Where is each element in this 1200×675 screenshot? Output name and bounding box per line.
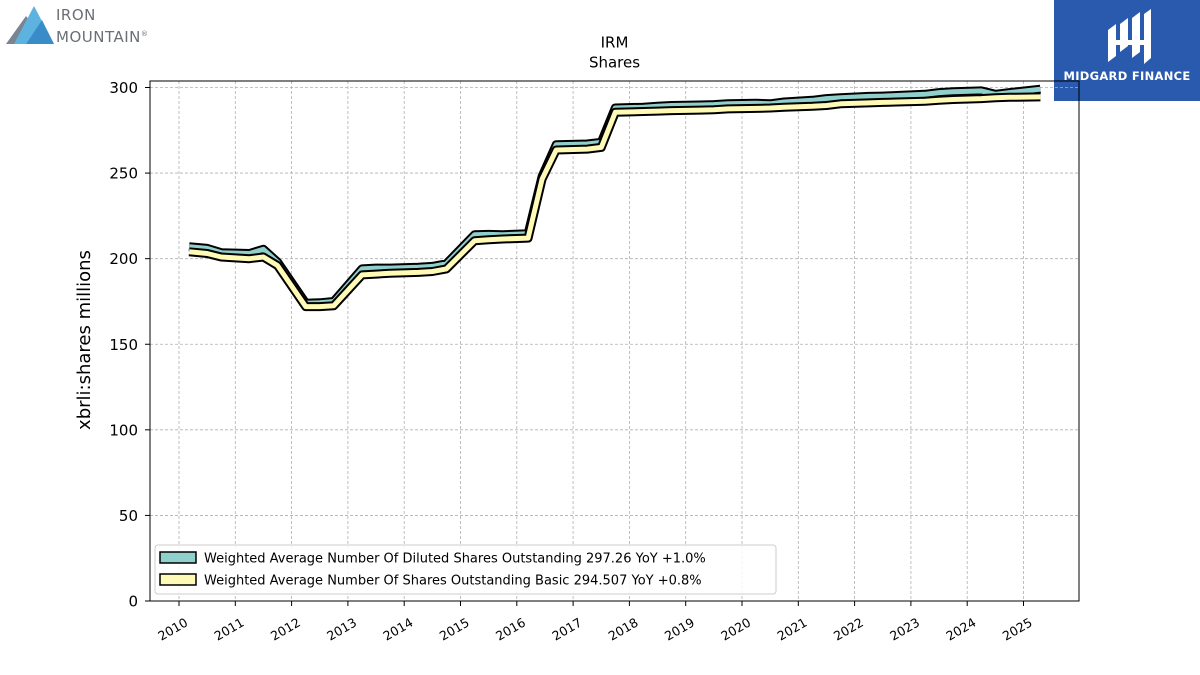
y-tick-label: 100 xyxy=(109,421,138,439)
x-tick-label: 2013 xyxy=(324,615,359,644)
midgard-mark-icon xyxy=(1108,9,1151,64)
legend-label-basic: Weighted Average Number Of Shares Outsta… xyxy=(204,574,702,589)
y-tick-label: 250 xyxy=(109,165,138,183)
x-tick-label: 2019 xyxy=(662,615,697,644)
x-tick-label: 2016 xyxy=(493,615,528,644)
x-tick-label: 2011 xyxy=(212,615,247,644)
chart-subtitle: Shares xyxy=(589,54,640,72)
plot-frame xyxy=(149,80,1080,602)
iron-mountain-logo: IRON MOUNTAIN® xyxy=(4,4,164,48)
x-tick-label: 2021 xyxy=(775,615,810,644)
x-tick-label: 2023 xyxy=(887,615,922,644)
x-tick-label: 2010 xyxy=(155,615,190,644)
legend: Weighted Average Number Of Diluted Share… xyxy=(154,544,777,595)
y-tick-label: 50 xyxy=(119,507,138,525)
x-tick-label: 2017 xyxy=(549,615,584,644)
x-tick-label: 2024 xyxy=(943,615,978,644)
y-tick-label: 200 xyxy=(109,250,138,268)
legend-swatch-diluted xyxy=(159,551,197,564)
y-tick-label: 0 xyxy=(128,593,138,611)
x-tick-label: 2025 xyxy=(1000,615,1035,644)
logo-line-2: MOUNTAIN® xyxy=(56,28,149,46)
publisher-name: MIDGARD FINANCE xyxy=(1063,69,1191,83)
x-tick-label: 2012 xyxy=(268,615,303,644)
legend-swatch-basic xyxy=(159,573,197,586)
chart-title: IRM xyxy=(601,34,629,52)
x-tick-label: 2020 xyxy=(718,615,753,644)
midgard-finance-logo: MIDGARD FINANCE xyxy=(1054,0,1200,101)
grid-lines xyxy=(150,81,1079,602)
series-line-1 xyxy=(188,94,1041,310)
y-axis-label: xbrli:shares millions xyxy=(74,250,95,430)
x-tick-label: 2022 xyxy=(831,615,866,644)
y-tick-label: 300 xyxy=(109,79,138,97)
y-tick-label: 150 xyxy=(109,336,138,354)
x-tick-label: 2018 xyxy=(606,615,641,644)
series-outline-1 xyxy=(188,92,1041,312)
legend-box xyxy=(154,544,777,595)
mountain-icon xyxy=(6,6,54,44)
x-tick-label: 2014 xyxy=(380,615,415,644)
series-lines xyxy=(188,84,1041,312)
legend-label-diluted: Weighted Average Number Of Diluted Share… xyxy=(204,552,706,567)
x-tick-label: 2015 xyxy=(437,615,472,644)
logo-line-1: IRON xyxy=(56,6,96,24)
